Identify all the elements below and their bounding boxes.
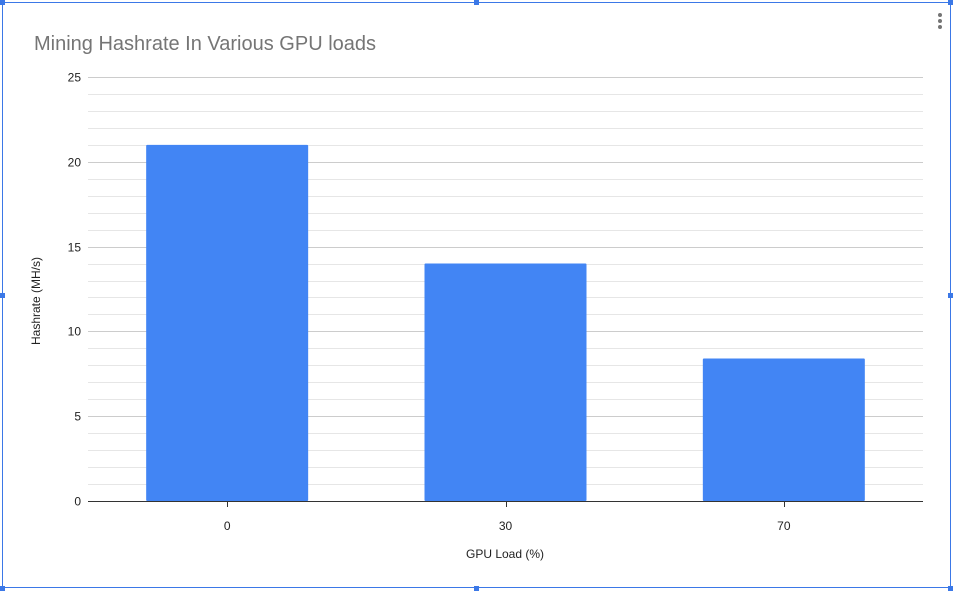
bar[interactable]: [702, 358, 865, 501]
x-axis-label: GPU Load (%): [466, 547, 544, 561]
bar[interactable]: [146, 144, 309, 501]
y-tick-label: 15: [68, 241, 82, 255]
resize-handle-bottom-center[interactable]: [474, 586, 479, 591]
y-tick-label: 5: [74, 410, 81, 424]
bar[interactable]: [424, 263, 587, 501]
y-tick-label: 20: [68, 156, 82, 170]
chart-title: Mining Hashrate In Various GPU loads: [34, 33, 377, 55]
resize-handle-bottom-right[interactable]: [948, 586, 953, 591]
resize-handle-top-right[interactable]: [948, 0, 953, 5]
y-tick-label: 0: [74, 495, 81, 509]
y-tick-labels: 0 5 10 15 20 25: [68, 71, 82, 509]
x-tick-label: 30: [499, 519, 513, 533]
resize-handle-middle-right[interactable]: [948, 293, 953, 298]
resize-handle-bottom-left[interactable]: [0, 586, 5, 591]
resize-handle-top-center[interactable]: [474, 0, 479, 5]
x-tick-label: 0: [224, 519, 231, 533]
y-tick-label: 25: [68, 71, 82, 85]
x-tick-labels: 0 30 70: [224, 501, 791, 533]
resize-handle-middle-left[interactable]: [0, 293, 5, 298]
bars: [146, 144, 865, 501]
more-vert-icon[interactable]: [934, 13, 946, 33]
x-tick-label: 70: [777, 519, 791, 533]
y-tick-label: 10: [68, 325, 82, 339]
y-axis-label: Hashrate (MH/s): [29, 257, 43, 345]
resize-handle-top-left[interactable]: [0, 0, 5, 5]
